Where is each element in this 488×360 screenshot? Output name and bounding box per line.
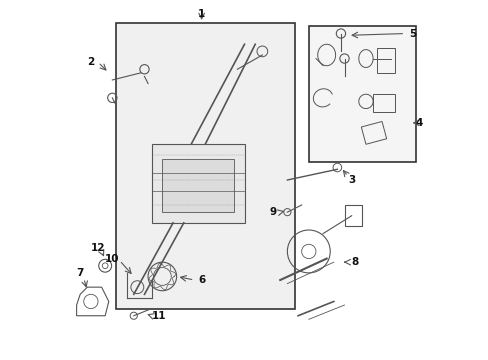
Bar (308, 26, 415, 162)
Text: 9: 9 (269, 207, 276, 217)
Text: 4: 4 (415, 118, 422, 128)
Text: 10: 10 (105, 253, 120, 264)
Text: 11: 11 (151, 311, 166, 321)
Text: 6: 6 (198, 275, 205, 285)
Text: 7: 7 (76, 268, 84, 278)
Bar (151, 144, 244, 223)
Text: 5: 5 (408, 28, 415, 39)
Bar (372, 94, 394, 112)
Text: 12: 12 (91, 243, 105, 253)
Text: 8: 8 (351, 257, 358, 267)
Bar (361, 121, 386, 144)
Bar (116, 23, 294, 309)
Text: 2: 2 (87, 57, 94, 67)
Bar (162, 158, 233, 212)
Bar (376, 48, 394, 73)
Text: 3: 3 (347, 175, 355, 185)
Bar (344, 205, 362, 226)
Text: 1: 1 (198, 9, 205, 19)
